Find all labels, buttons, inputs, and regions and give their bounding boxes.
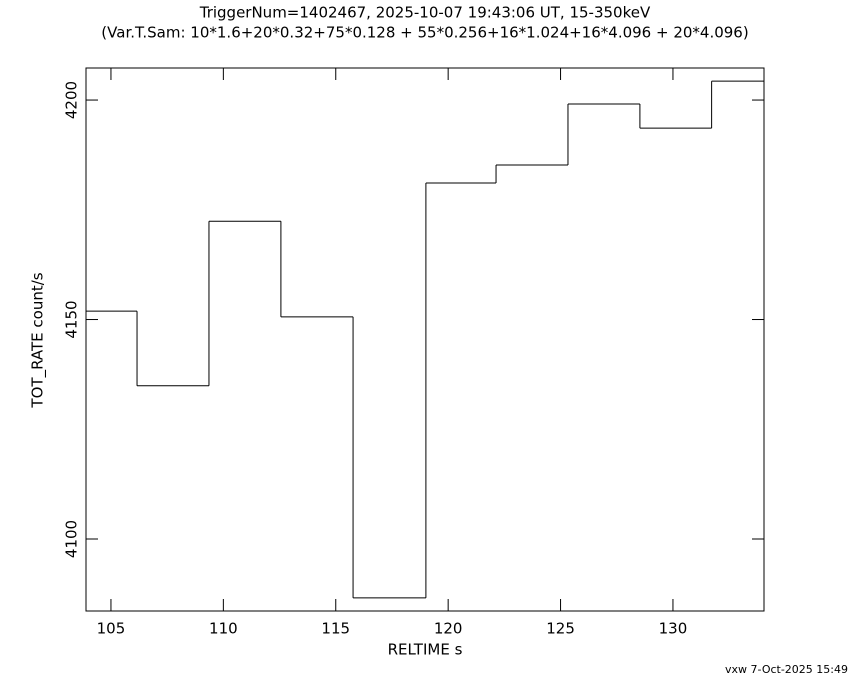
y-tick-label: 4100 xyxy=(63,520,81,558)
step-line xyxy=(86,80,764,599)
chart-title: TriggerNum=1402467, 2025-10-07 19:43:06 … xyxy=(199,4,651,22)
y-tick-label: 4200 xyxy=(63,81,81,119)
x-tick-label: 120 xyxy=(434,620,463,638)
plot-frame xyxy=(85,67,765,612)
x-tick-label: 115 xyxy=(321,620,350,638)
y-tick-label: 4150 xyxy=(63,300,81,338)
footer: vxw 7-Oct-2025 15:49 xyxy=(725,663,848,676)
x-tick-label: 130 xyxy=(659,620,688,638)
y-axis-label: TOT_RATE count/s xyxy=(29,272,48,408)
x-tick-label: 105 xyxy=(97,620,126,638)
x-axis-label: RELTIME s xyxy=(388,641,463,659)
x-tick-label: 125 xyxy=(546,620,575,638)
x-tick-label: 110 xyxy=(209,620,238,638)
chart-subtitle: (Var.T.Sam: 10*1.6+20*0.32+75*0.128 + 55… xyxy=(101,24,748,42)
